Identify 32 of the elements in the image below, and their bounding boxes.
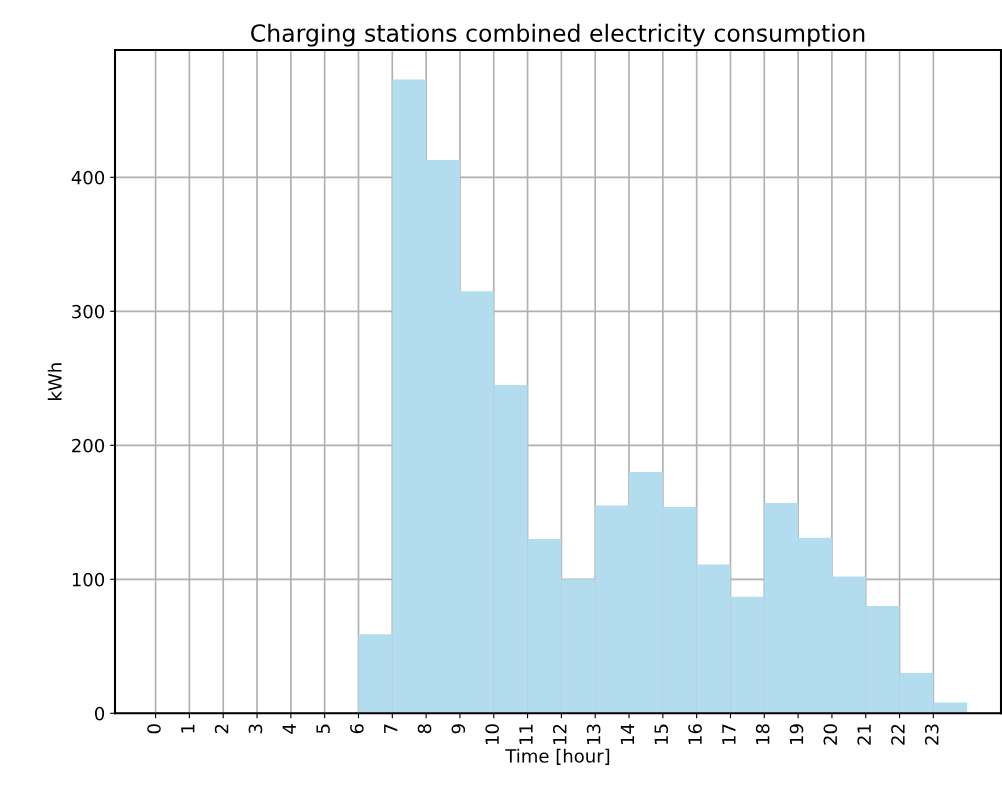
x-tick-label: 2: [214, 724, 229, 734]
x-tick-label: 4: [282, 724, 296, 734]
x-tick-label: 13: [586, 724, 601, 745]
x-tick-label: 0: [147, 724, 161, 734]
x-tick-label: 14: [620, 724, 634, 745]
y-tick-label: 400: [71, 170, 105, 185]
x-tick-label: 7: [384, 724, 398, 734]
y-tick-label: 300: [72, 304, 105, 319]
x-tick-label: 11: [519, 724, 533, 745]
x-tick-label: 21: [857, 724, 871, 745]
x-tick-label: 9: [451, 724, 466, 734]
x-tick-label: 12: [552, 724, 567, 745]
y-tick-label: 0: [94, 706, 105, 721]
x-tick-label: 8: [417, 724, 432, 734]
x-tick-label: 6: [350, 724, 364, 734]
x-tick-label: 19: [789, 724, 804, 745]
x-tick-label: 1: [181, 724, 195, 733]
x-axis-title: Time [hour]: [505, 748, 610, 765]
x-tick-label: 15: [654, 724, 669, 745]
x-tick-label: 16: [688, 724, 702, 745]
x-tick-label: 17: [722, 724, 736, 745]
x-tick-label: 3: [248, 724, 263, 734]
x-tick-label: 10: [485, 724, 499, 745]
y-tick-label: 200: [72, 438, 105, 453]
chart-title: Charging stations combined electricity consumption: [251, 23, 865, 47]
x-tick-label: 22: [891, 724, 905, 745]
x-tick-label: 18: [755, 724, 770, 745]
y-tick-label: 100: [72, 572, 105, 587]
x-tick-label: 23: [924, 724, 939, 745]
y-axis-title: kWh: [47, 363, 62, 400]
x-tick-label: 5: [316, 724, 330, 734]
x-tick-label: 20: [823, 724, 838, 745]
